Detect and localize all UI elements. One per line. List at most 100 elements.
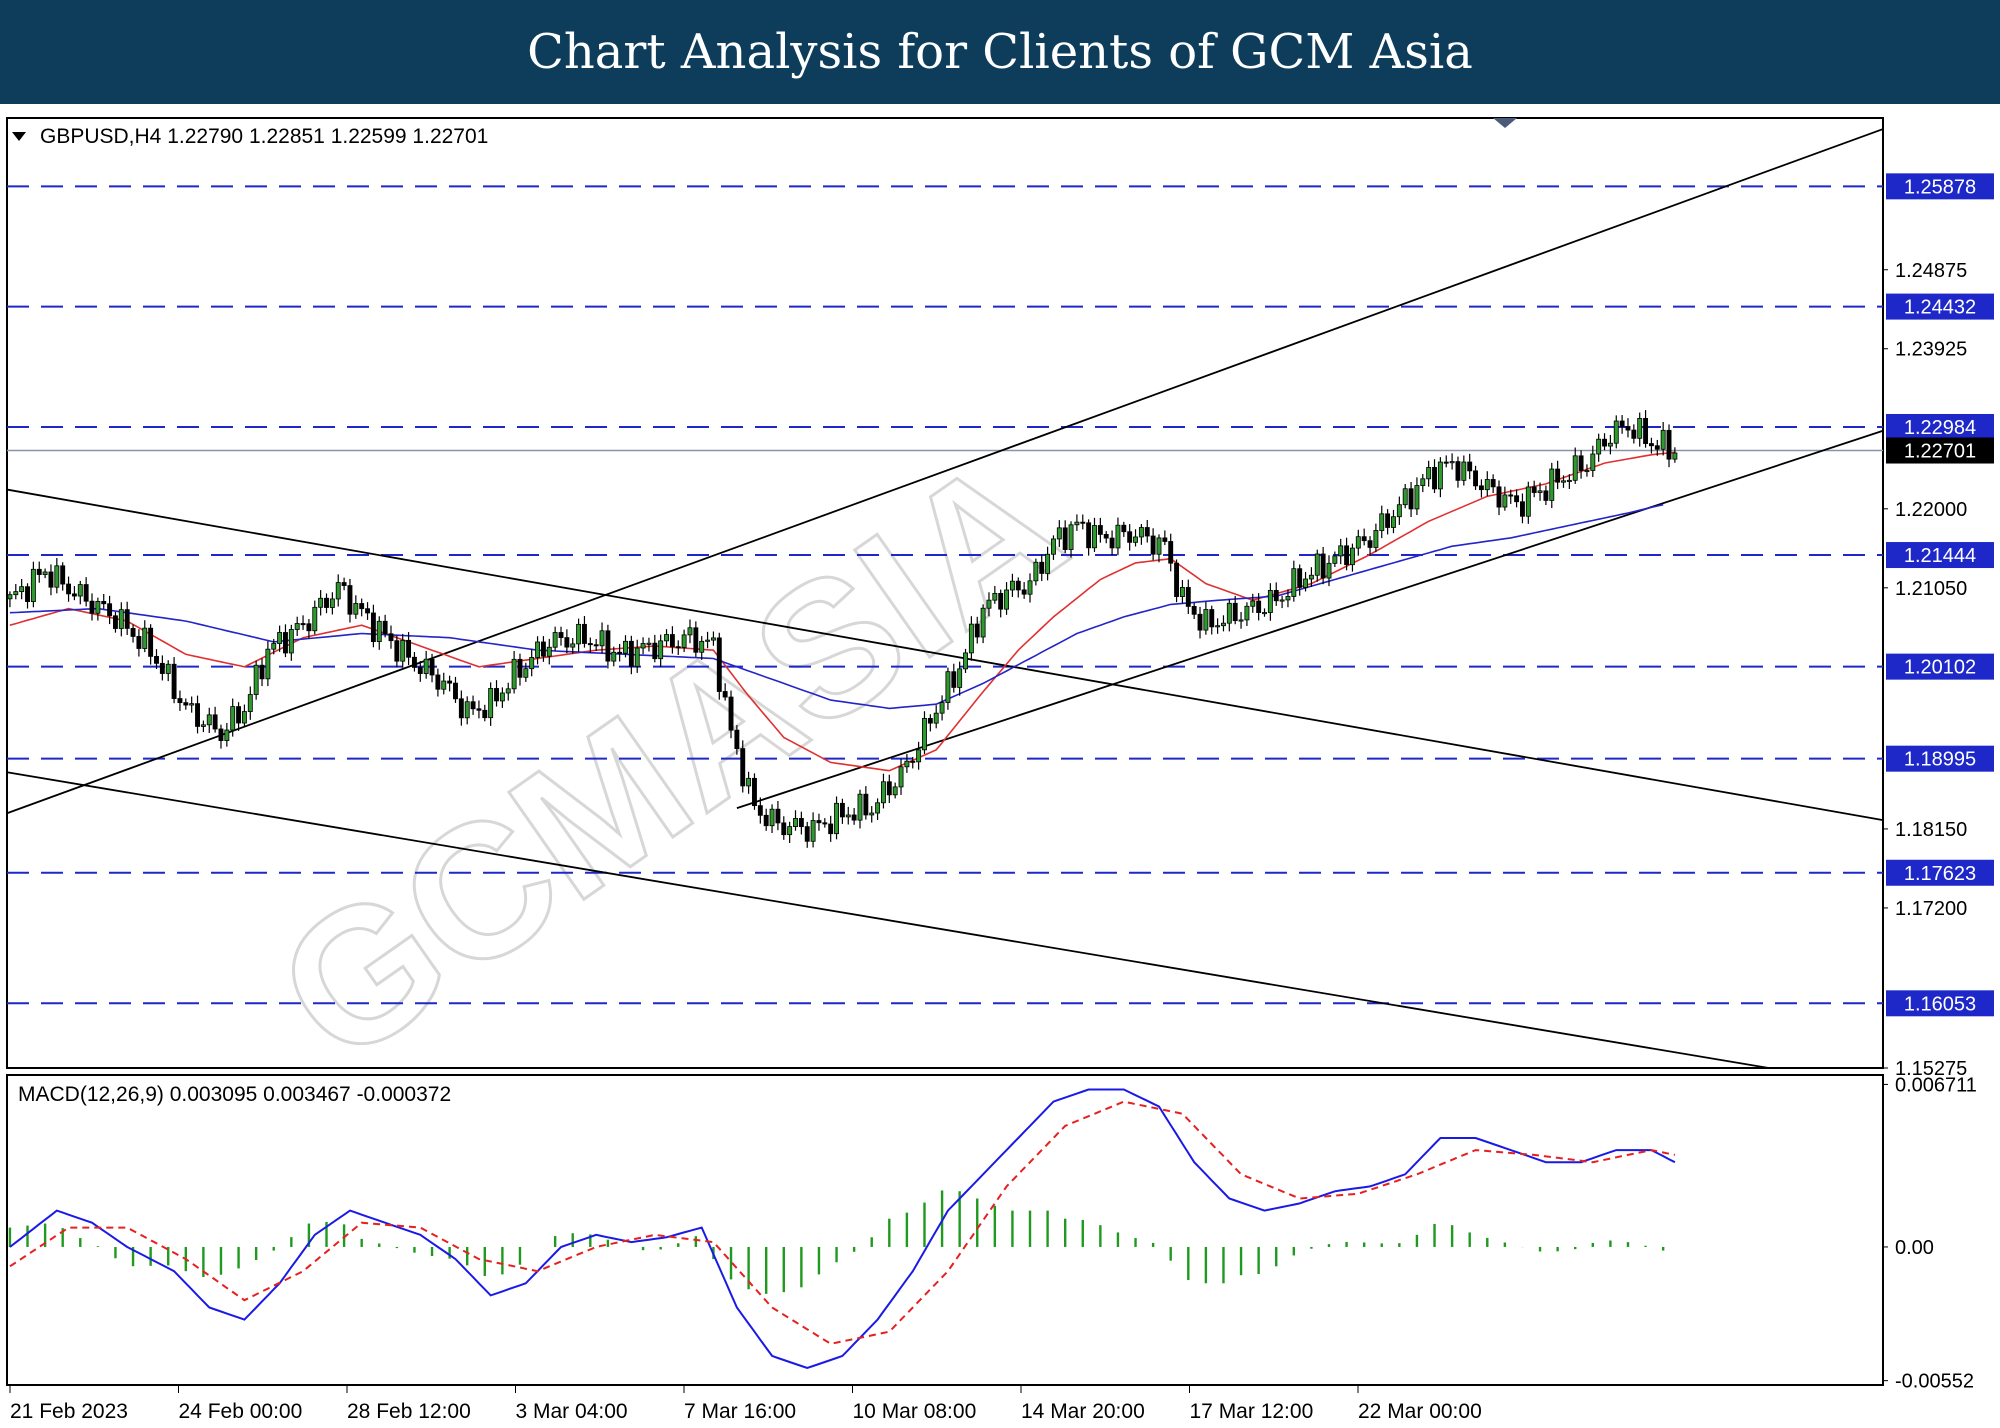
level-label: 1.17623 <box>1904 863 1976 885</box>
level-label: 1.25878 <box>1904 176 1976 198</box>
candle-bear <box>1015 580 1021 591</box>
candle-bull <box>1215 625 1221 628</box>
candle-bear <box>798 818 804 828</box>
level-label: 1.22984 <box>1904 417 1976 439</box>
candle-bull <box>400 639 406 662</box>
candle-bear <box>1455 461 1461 481</box>
candle-bear <box>752 777 757 807</box>
candle-bear <box>458 698 464 719</box>
macd-lines <box>9 1088 1676 1370</box>
candle-bear <box>1443 461 1449 464</box>
candle-bull <box>329 598 335 608</box>
candle-bull <box>1414 485 1420 510</box>
candle-bull <box>118 609 124 629</box>
macd-axis: 0.006711 0.00 -0.00552 <box>1883 1074 1977 1393</box>
candle-bull <box>1308 574 1314 580</box>
candle-bull <box>30 568 36 602</box>
candle-bear <box>71 593 77 597</box>
candle-bear <box>1385 513 1391 528</box>
candle-bear <box>1602 438 1607 447</box>
candle-bull <box>1461 461 1467 481</box>
candle-bear <box>1232 602 1238 622</box>
candle-bull <box>1672 452 1678 460</box>
candle-bull <box>511 658 517 690</box>
price-panel-frame <box>6 117 1884 1069</box>
macd-panel-frame <box>6 1074 1884 1386</box>
candle-bull <box>1637 418 1643 439</box>
candle-bull <box>1051 538 1056 555</box>
candle-bull <box>523 668 529 678</box>
candle-bear <box>89 600 95 614</box>
time-tick-label: 10 Mar 08:00 <box>853 1400 977 1423</box>
candle-bear <box>1109 537 1115 549</box>
candle-bull <box>1596 438 1602 455</box>
candle-bear <box>540 641 546 657</box>
candle-bear <box>1080 521 1086 524</box>
candle-bear <box>558 632 564 638</box>
candle-bear <box>411 656 417 668</box>
candle-bull <box>1549 468 1555 501</box>
candle-bull <box>599 630 605 647</box>
trendline[interactable] <box>6 771 1769 1069</box>
candle-bear <box>804 826 810 842</box>
candle-bear <box>517 658 523 678</box>
trendline[interactable] <box>736 429 1884 810</box>
time-tick-label: 7 Mar 16:00 <box>684 1400 796 1423</box>
candle-bear <box>1367 540 1373 548</box>
candle-bull <box>441 680 447 690</box>
candle-bear <box>886 781 892 796</box>
candle-bear <box>1543 490 1549 501</box>
level-label: 1.18995 <box>1904 749 1976 771</box>
candle-bull <box>247 694 253 712</box>
dropdown-triangle-icon[interactable] <box>12 132 26 141</box>
candle-bear <box>171 663 177 699</box>
price-tick-label: 1.18150 <box>1895 819 1967 841</box>
candle-bull <box>933 712 939 724</box>
candle-bull <box>681 634 687 648</box>
candle-bull <box>1092 525 1097 549</box>
candle-bull <box>1326 562 1332 579</box>
candle-bull <box>904 760 910 768</box>
candle-bear <box>693 627 699 653</box>
candle-bull <box>1138 527 1144 538</box>
candle-bear <box>259 664 265 680</box>
candle-bear <box>218 728 224 741</box>
candle-bull <box>1607 442 1613 447</box>
candle-bull <box>892 786 898 796</box>
time-tick-label: 21 Feb 2023 <box>10 1400 128 1423</box>
candle-bear <box>1578 455 1584 471</box>
candle-bear <box>83 584 89 602</box>
candle-bull <box>376 620 382 643</box>
candle-bear <box>910 760 916 763</box>
candle-bull <box>1226 602 1232 624</box>
candle-bull <box>1133 536 1138 543</box>
level-label: 1.20102 <box>1904 657 1976 679</box>
price-tick-label: 1.15275 <box>1895 1058 1967 1080</box>
candle-bear <box>470 701 476 710</box>
candle-bull <box>1402 488 1408 506</box>
banner-title: Chart Analysis for Clients of GCM Asia <box>527 24 1473 80</box>
trendline[interactable] <box>6 488 1884 821</box>
candle-bear <box>435 674 441 690</box>
candle-bull <box>570 643 576 648</box>
candle-bull <box>810 820 816 842</box>
candle-bear <box>1039 561 1045 574</box>
shift-marker-icon[interactable] <box>1493 118 1517 128</box>
candle-bear <box>1021 589 1027 595</box>
candle-bear <box>593 644 599 647</box>
trendline[interactable] <box>6 128 1884 815</box>
candle-bull <box>165 663 171 674</box>
candle-bull <box>1373 530 1379 548</box>
candle-bull <box>1525 486 1531 517</box>
macd-header: MACD(12,26,9) 0.003095 0.003467 -0.00037… <box>18 1083 451 1106</box>
candle-bull <box>787 826 793 836</box>
candle-bull <box>1332 555 1338 564</box>
candle-bear <box>781 822 787 836</box>
candle-bear <box>476 708 482 711</box>
candle-bull <box>1590 453 1596 471</box>
candle-bull <box>1426 467 1432 480</box>
candle-bull <box>992 592 998 601</box>
candle-bear <box>1209 609 1215 628</box>
candle-bear <box>1344 545 1350 566</box>
candle-bear <box>236 706 242 724</box>
